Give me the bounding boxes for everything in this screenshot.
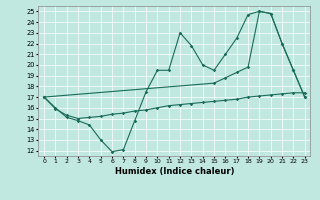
X-axis label: Humidex (Indice chaleur): Humidex (Indice chaleur) <box>115 167 234 176</box>
